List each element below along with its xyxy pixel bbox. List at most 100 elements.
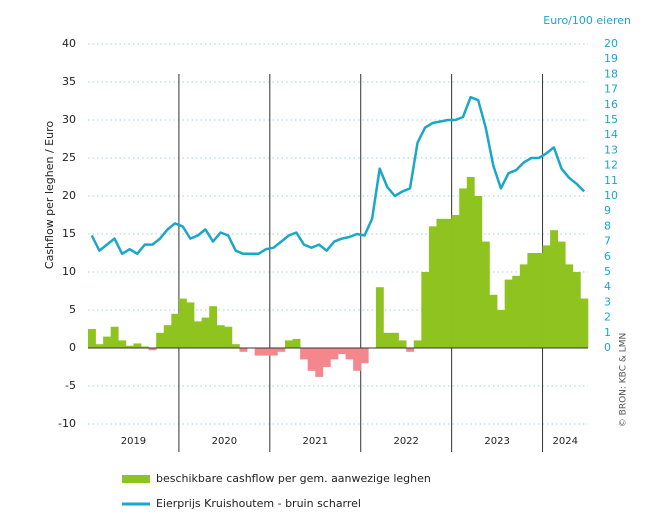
y-tick-label: 5	[69, 303, 76, 316]
bar	[497, 310, 505, 348]
legend-swatch	[122, 475, 150, 483]
y2-tick-label: 19	[604, 52, 618, 65]
bar	[338, 348, 346, 355]
bar	[375, 287, 384, 348]
bar	[466, 177, 475, 348]
y2-tick-label: 20	[604, 37, 618, 50]
bar	[125, 345, 134, 348]
bar	[292, 338, 301, 348]
bar	[391, 332, 399, 348]
bar	[307, 348, 316, 371]
bar	[383, 332, 392, 348]
bar	[277, 348, 286, 352]
bar	[565, 264, 574, 348]
bar	[110, 326, 119, 348]
y2-tick-label: 1	[604, 326, 611, 339]
source: © BRON: KBC & LMN	[619, 333, 629, 427]
bar	[474, 196, 483, 348]
bar	[163, 325, 172, 348]
bar	[406, 348, 415, 352]
bar	[353, 348, 362, 371]
y-axis-label: Cashflow per leghen / Euro	[43, 121, 56, 269]
bar	[580, 298, 589, 348]
y2-tick-label: 14	[604, 128, 618, 141]
y-tick-label: 15	[62, 227, 76, 240]
bar	[171, 313, 180, 348]
bar	[103, 336, 112, 348]
bar	[269, 348, 278, 356]
x-tick-label: 2022	[393, 436, 418, 447]
bar	[489, 294, 498, 348]
bar	[413, 340, 422, 348]
bar	[118, 340, 127, 348]
bar	[572, 272, 581, 348]
y-tick-label: 10	[62, 265, 76, 278]
bar	[209, 306, 218, 348]
bar	[421, 272, 430, 348]
y2-tick-label: 18	[604, 67, 618, 80]
y2-axis-label: Euro/100 eieren	[543, 14, 631, 27]
bar	[330, 348, 339, 360]
y2-tick-label: 8	[604, 219, 611, 232]
bar	[254, 348, 263, 356]
bar	[133, 343, 142, 348]
y-tick-label: 40	[62, 37, 76, 50]
bar	[444, 218, 452, 348]
bar	[186, 302, 195, 348]
y2-tick-label: 9	[604, 204, 611, 217]
bar	[300, 348, 308, 360]
y2-tick-label: 3	[604, 295, 611, 308]
y2-tick-label: 5	[604, 265, 611, 278]
y-tick-label: 35	[62, 75, 76, 88]
bar	[201, 317, 210, 348]
bar	[88, 329, 96, 348]
line	[90, 95, 586, 256]
bar	[194, 321, 202, 348]
y-tick-label: 25	[62, 151, 76, 164]
legend-label: Eierprijs Kruishoutem - bruin scharrel	[156, 497, 361, 510]
bar	[231, 344, 240, 348]
y-tick-label: -10	[58, 417, 76, 430]
bar	[216, 325, 225, 348]
bar	[262, 348, 271, 356]
bar	[481, 241, 490, 348]
bar	[451, 215, 460, 348]
bar	[398, 340, 407, 348]
legend-label: beschikbare cashflow per gem. aanwezige …	[156, 472, 431, 485]
bar	[557, 241, 566, 348]
y2-tick-label: 6	[604, 250, 611, 263]
bar	[512, 275, 521, 348]
y-tick-label: 30	[62, 113, 76, 126]
x-tick-label: 2024	[553, 436, 578, 447]
y2-tick-label: 7	[604, 235, 611, 248]
y2-tick-label: 15	[604, 113, 618, 126]
bar	[534, 253, 543, 348]
bar	[141, 346, 149, 348]
y2-tick-label: 2	[604, 311, 611, 324]
bar	[542, 245, 551, 348]
x-tick-label: 2020	[212, 436, 237, 447]
bar	[459, 188, 468, 348]
y2-tick-label: 13	[604, 143, 618, 156]
y2-tick-label: 17	[604, 83, 618, 96]
y2-tick-label: 12	[604, 159, 618, 172]
y-tick-label: 20	[62, 189, 76, 202]
bar	[519, 264, 528, 348]
bar	[527, 253, 536, 348]
x-tick-label: 2019	[121, 436, 146, 447]
y2-tick-label: 16	[604, 98, 618, 111]
bar	[95, 344, 104, 348]
bar	[284, 340, 293, 348]
bar	[322, 348, 331, 367]
x-tick-label: 2021	[303, 436, 328, 447]
bar	[436, 218, 445, 348]
bar	[156, 332, 165, 348]
bar	[239, 348, 248, 352]
bar	[315, 348, 324, 377]
bar	[360, 348, 369, 364]
bar	[504, 279, 513, 348]
y-tick-label: -5	[65, 379, 76, 392]
y2-tick-label: 11	[604, 174, 618, 187]
bar	[345, 348, 354, 360]
